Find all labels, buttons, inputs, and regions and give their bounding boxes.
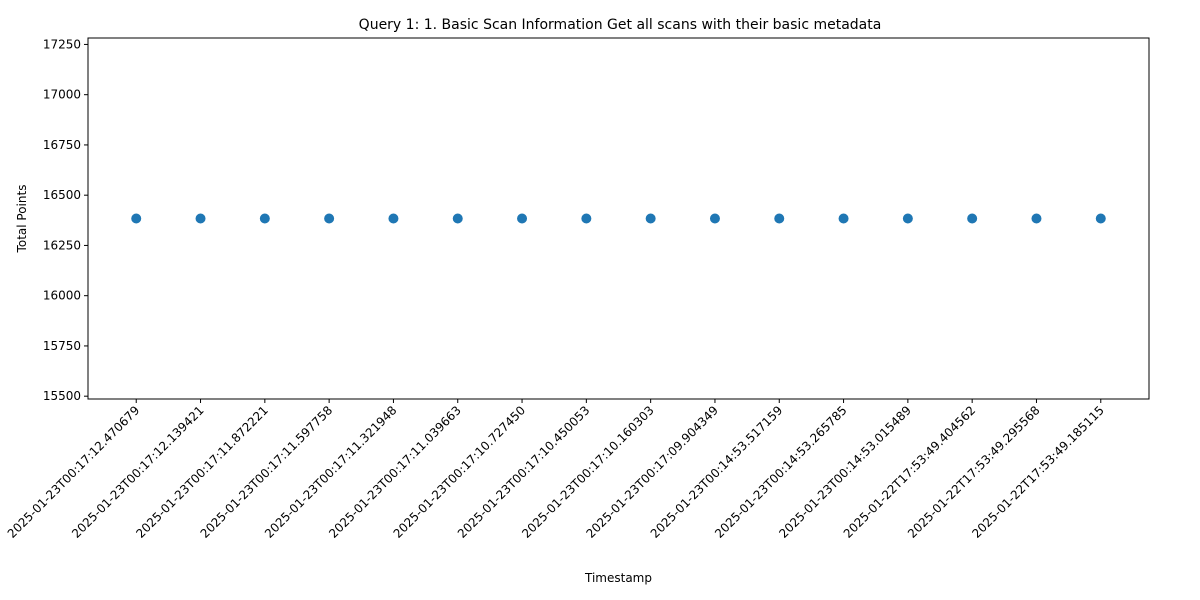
data-point: [581, 213, 592, 224]
y-tick-label: 17000: [43, 88, 81, 102]
data-point: [324, 213, 335, 224]
x-tick-label: 2025-01-22T17:53:49.295568: [905, 403, 1043, 541]
data-point: [517, 213, 528, 224]
x-tick-label: 2025-01-23T00:14:53.015489: [776, 403, 914, 541]
x-tick-label: 2025-01-23T00:14:53.517159: [648, 403, 786, 541]
x-tick-label: 2025-01-23T00:17:12.470679: [5, 403, 143, 541]
y-tick-label: 15750: [43, 339, 81, 353]
x-tick-label: 2025-01-23T00:17:10.727450: [391, 403, 529, 541]
data-point: [195, 213, 206, 224]
data-point: [388, 213, 399, 224]
data-point: [838, 213, 849, 224]
data-point: [902, 213, 913, 224]
y-tick-label: 16750: [43, 138, 81, 152]
y-tick-label: 17250: [43, 37, 81, 51]
x-tick-label: 2025-01-23T00:17:11.872221: [133, 403, 271, 541]
data-point: [967, 213, 978, 224]
x-tick-label: 2025-01-23T00:17:12.139421: [69, 403, 207, 541]
x-tick-label: 2025-01-22T17:53:49.404562: [841, 403, 979, 541]
y-tick-label: 16250: [43, 238, 81, 252]
y-tick-label: 15500: [43, 389, 81, 403]
data-point: [1031, 213, 1042, 224]
data-point: [131, 213, 142, 224]
x-tick-label: 2025-01-23T00:17:11.039663: [326, 403, 464, 541]
x-tick-label: 2025-01-23T00:17:11.321948: [262, 403, 400, 541]
x-tick-label: 2025-01-23T00:17:11.597758: [198, 403, 336, 541]
x-tick-label: 2025-01-23T00:14:53.265785: [712, 403, 850, 541]
data-point: [645, 213, 656, 224]
y-tick-label: 16000: [43, 289, 81, 303]
data-point: [259, 213, 270, 224]
data-point: [709, 213, 720, 224]
data-point: [1095, 213, 1106, 224]
x-axis-title: Timestamp: [584, 571, 652, 585]
x-tick-label: 2025-01-23T00:17:10.450053: [455, 403, 593, 541]
axes-frame: [87, 37, 1150, 400]
y-axis: 15500 15750 16000 16250 16500 16750 17000 17250: [43, 37, 88, 403]
plot-area: [131, 213, 1106, 224]
x-tick-label: 2025-01-23T00:17:09.904349: [583, 403, 721, 541]
chart-title: Query 1: 1. Basic Scan Information Get a…: [359, 17, 882, 33]
y-tick-label: 16500: [43, 188, 81, 202]
x-tick-label: 2025-01-23T00:17:10.160303: [519, 403, 657, 541]
data-point: [774, 213, 785, 224]
x-tick-label: 2025-01-22T17:53:49.185115: [969, 403, 1107, 541]
y-axis-title: Total Points: [15, 185, 29, 254]
x-axis: 2025-01-23T00:17:12.4706792025-01-23T00:…: [5, 399, 1107, 541]
data-point: [452, 213, 463, 224]
